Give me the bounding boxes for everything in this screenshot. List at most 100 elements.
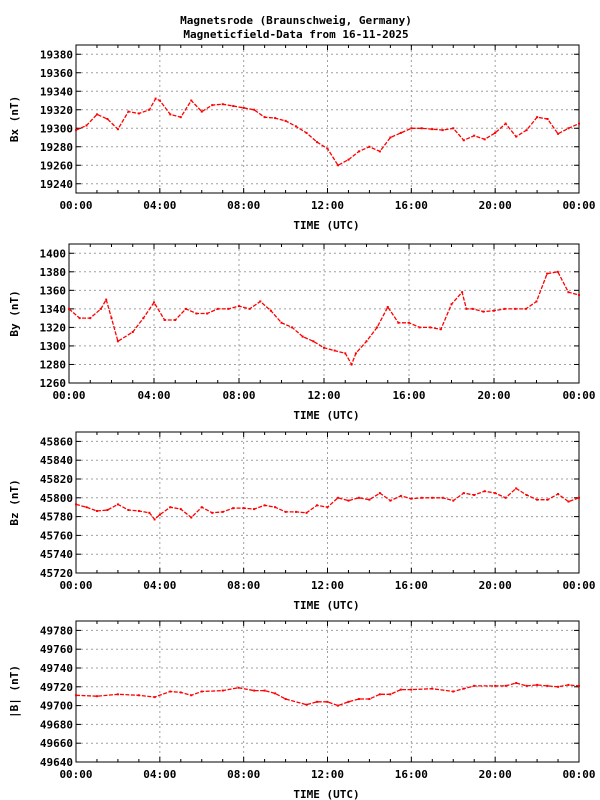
x-tick-label: 20:00: [479, 579, 512, 592]
data-point: [190, 99, 193, 102]
data-point: [326, 700, 329, 703]
y-tick-label: 45800: [40, 492, 73, 505]
data-point: [323, 346, 325, 349]
y-tick-label: 1300: [40, 340, 67, 353]
data-point: [200, 110, 203, 113]
data-point: [179, 508, 182, 511]
data-point: [578, 496, 580, 499]
data-point: [357, 150, 360, 153]
data-point: [263, 689, 266, 692]
data-point: [439, 328, 442, 331]
data-point: [441, 496, 444, 499]
data-point: [158, 99, 161, 102]
data-point: [158, 513, 161, 516]
data-point: [333, 349, 336, 352]
data-point: [154, 97, 157, 100]
data-point: [354, 352, 357, 355]
y-tick-label: 45720: [40, 567, 73, 580]
data-point: [227, 307, 230, 310]
data-point: [284, 698, 287, 701]
x-tick-label: 16:00: [395, 768, 428, 781]
data-point: [557, 493, 560, 496]
data-point: [567, 127, 570, 130]
data-point: [536, 498, 539, 501]
data-point: [190, 516, 193, 519]
data-point: [556, 270, 559, 273]
data-point: [557, 685, 560, 688]
data-point: [515, 487, 518, 490]
x-tick-label: 00:00: [52, 389, 85, 402]
data-point: [253, 108, 256, 111]
data-point: [368, 498, 371, 501]
data-point: [237, 686, 240, 689]
data-point: [473, 493, 476, 496]
data-point: [350, 363, 353, 366]
data-point: [263, 504, 266, 507]
y-tick-label: 49700: [40, 700, 73, 713]
x-tick-label: 20:00: [479, 199, 512, 212]
data-point: [336, 496, 339, 499]
y-tick-label: 49640: [40, 756, 73, 769]
data-point: [524, 307, 527, 310]
data-point: [232, 507, 235, 510]
data-point: [242, 106, 245, 109]
data-point: [494, 684, 497, 687]
x-tick-label: 08:00: [227, 579, 260, 592]
data-point: [99, 307, 102, 310]
data-point: [326, 506, 329, 509]
data-point: [546, 684, 549, 687]
y-tick-label: 19380: [40, 48, 73, 61]
data-point: [514, 307, 517, 310]
data-point: [557, 132, 560, 135]
data-point: [473, 134, 476, 137]
data-point: [368, 145, 371, 148]
data-point: [493, 309, 495, 312]
data-point: [95, 113, 98, 116]
y-tick-label: 49780: [40, 624, 73, 637]
data-point: [465, 307, 468, 310]
data-point: [546, 118, 549, 120]
y-axis-label: Bx (nT): [8, 96, 21, 142]
series-line: [75, 97, 580, 167]
y-tick-label: 45740: [40, 548, 73, 561]
data-point: [284, 119, 287, 122]
data-point: [578, 684, 580, 687]
x-tick-label: 08:00: [222, 389, 255, 402]
data-point: [85, 124, 88, 127]
data-point: [137, 509, 140, 512]
y-tick-label: 19360: [40, 67, 73, 80]
data-point: [376, 326, 379, 329]
plot-frame: [75, 44, 580, 194]
data-point: [504, 684, 507, 687]
data-point: [386, 306, 389, 309]
data-point: [410, 688, 413, 691]
data-point: [316, 504, 319, 507]
data-point: [116, 693, 119, 696]
x-axis-label: TIME (UTC): [293, 599, 359, 612]
data-point: [78, 317, 81, 320]
data-point: [408, 321, 410, 324]
data-point: [452, 690, 455, 693]
x-tick-label: 00:00: [59, 579, 92, 592]
data-point: [295, 510, 298, 513]
data-point: [116, 128, 119, 131]
data-point: [567, 683, 570, 686]
data-point: [504, 122, 507, 125]
x-tick-label: 04:00: [143, 199, 176, 212]
y-tick-label: 1380: [40, 266, 67, 279]
data-point: [169, 506, 172, 509]
x-tick-label: 04:00: [137, 389, 170, 402]
x-tick-label: 20:00: [479, 768, 512, 781]
data-point: [399, 131, 402, 134]
y-tick-label: 49740: [40, 662, 73, 675]
data-point: [515, 682, 518, 685]
y-axis-label: |B| (nT): [8, 665, 21, 718]
data-point: [295, 125, 298, 128]
y-tick-label: 49720: [40, 681, 73, 694]
data-point: [116, 340, 119, 343]
data-point: [305, 703, 308, 706]
data-point: [578, 293, 580, 296]
x-tick-label: 00:00: [59, 199, 92, 212]
data-point: [179, 116, 182, 119]
